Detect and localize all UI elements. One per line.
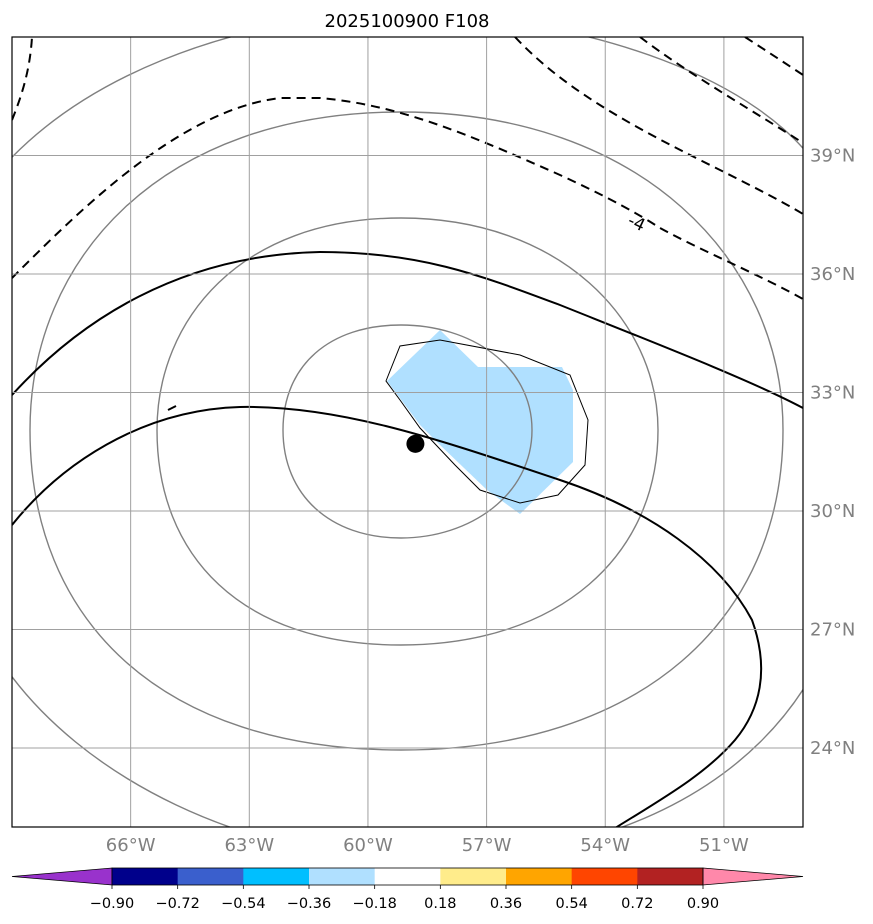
x-tick-label: 51°W [699, 835, 749, 856]
chart-title: 2025100900 F108 [325, 11, 490, 32]
dashed-contour-left [12, 37, 33, 121]
colorbar-segment [637, 868, 704, 885]
dashed-contours [12, 37, 803, 300]
colorbar-segment [112, 868, 179, 885]
x-tick-label: 57°W [462, 835, 512, 856]
grey-contours [12, 37, 803, 827]
colorbar-tick-label: −0.36 [287, 896, 331, 912]
dashed-contour-corner [744, 37, 803, 76]
y-tick-label: 24°N [810, 738, 855, 759]
y-tick-label: 27°N [810, 620, 855, 641]
solid-contour-loop [12, 405, 763, 827]
solid-contours [12, 250, 803, 827]
grey-contour-1 [282, 324, 533, 539]
y-tick-label: 30°N [810, 501, 855, 522]
colorbar-tick-label: −0.18 [352, 896, 396, 912]
grey-contour-2 [156, 217, 659, 646]
dashed-contour-top [639, 37, 803, 144]
colorbar-segment [571, 868, 638, 885]
colorbar-segment [177, 868, 244, 885]
x-tick-label: 63°W [224, 835, 274, 856]
storm-center-marker [406, 434, 425, 453]
colorbar-tick-label: 0.36 [490, 896, 522, 912]
colorbar-segment [506, 868, 573, 885]
colorbar-tick-label: −0.72 [155, 896, 199, 912]
contour-label: -4 [624, 211, 648, 236]
colorbar-tick-label: 0.18 [424, 896, 456, 912]
x-tick-labels: 66°W 63°W 60°W 57°W 54°W 51°W [106, 835, 749, 856]
dashed-contour-upper [514, 37, 803, 215]
grey-contour-3 [29, 111, 784, 751]
gridlines [12, 37, 803, 827]
colorbar-tick-label: −0.90 [90, 896, 134, 912]
colorbar-extend-low [11, 867, 113, 886]
y-tick-labels: 24°N 27°N 30°N 33°N 36°N 39°N [810, 146, 855, 760]
x-tick-label: 54°W [580, 835, 630, 856]
x-tick-label: 66°W [106, 835, 156, 856]
grey-contour-5 [12, 675, 803, 827]
colorbar-extend-high [702, 867, 804, 886]
colorbar-tick-label: 0.54 [556, 896, 588, 912]
solid-contour-stub [167, 405, 177, 411]
solid-contour-upper [12, 250, 803, 409]
colorbar-segment [243, 868, 310, 885]
thin-black-contour [385, 339, 589, 504]
grey-contour-4 [12, 37, 803, 159]
map-area: -4 [12, 37, 803, 827]
dashed-contour-mid [12, 97, 803, 300]
colorbar-segment [374, 868, 441, 885]
x-tick-label: 60°W [343, 835, 393, 856]
colorbar-tick-label: 0.90 [687, 896, 719, 912]
shaded-region [387, 330, 573, 514]
y-tick-label: 33°N [810, 383, 855, 404]
colorbar-frame [111, 867, 704, 886]
map-frame [11, 36, 804, 828]
colorbar: −0.90 −0.72 −0.54 −0.36 −0.18 0.18 0.36 0.54 0.7… [11, 867, 804, 912]
colorbar-tick-label: −0.54 [221, 896, 265, 912]
colorbar-segment [440, 868, 507, 885]
y-tick-label: 36°N [810, 264, 855, 285]
colorbar-tick-label: 0.72 [621, 896, 653, 912]
y-tick-label: 39°N [810, 146, 855, 167]
colorbar-segment [309, 868, 376, 885]
